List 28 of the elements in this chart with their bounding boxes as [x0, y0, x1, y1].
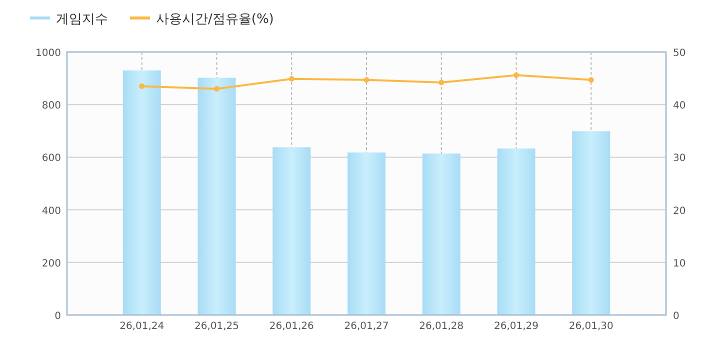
point [139, 83, 145, 89]
y2-tick-label: 50 [673, 48, 686, 59]
point [513, 72, 520, 78]
y-tick-label: 1000 [36, 48, 61, 59]
point [364, 77, 370, 83]
y2-tick-label: 20 [673, 206, 686, 217]
point [438, 80, 444, 86]
point [588, 77, 594, 83]
y2-tick-label: 10 [673, 258, 686, 270]
x-tick-label: 26,01,24 [120, 321, 164, 332]
y-tick-label: 0 [54, 311, 61, 322]
y-tick-label: 600 [42, 153, 61, 164]
y2-tick-label: 30 [673, 153, 686, 164]
x-tick-label: 26,01,29 [494, 321, 539, 332]
x-tick-label: 26,01,30 [568, 321, 614, 332]
legend-label: 게임지수 [56, 12, 108, 27]
y2-tick-label: 0 [673, 311, 680, 322]
x-tick-label: 26,01,26 [269, 321, 314, 332]
y-tick-label: 200 [42, 258, 61, 270]
point [214, 86, 220, 92]
x-tick-label: 26,01,25 [194, 321, 240, 332]
y-tick-label: 400 [42, 206, 61, 217]
y2-tick-label: 40 [673, 100, 686, 112]
legend-label: 사용시간/점유율(%) [156, 12, 274, 27]
y-tick-label: 800 [42, 100, 61, 112]
x-tick-label: 26,01,27 [344, 321, 389, 332]
x-tick-label: 26,01,28 [419, 321, 464, 332]
point [288, 76, 294, 82]
